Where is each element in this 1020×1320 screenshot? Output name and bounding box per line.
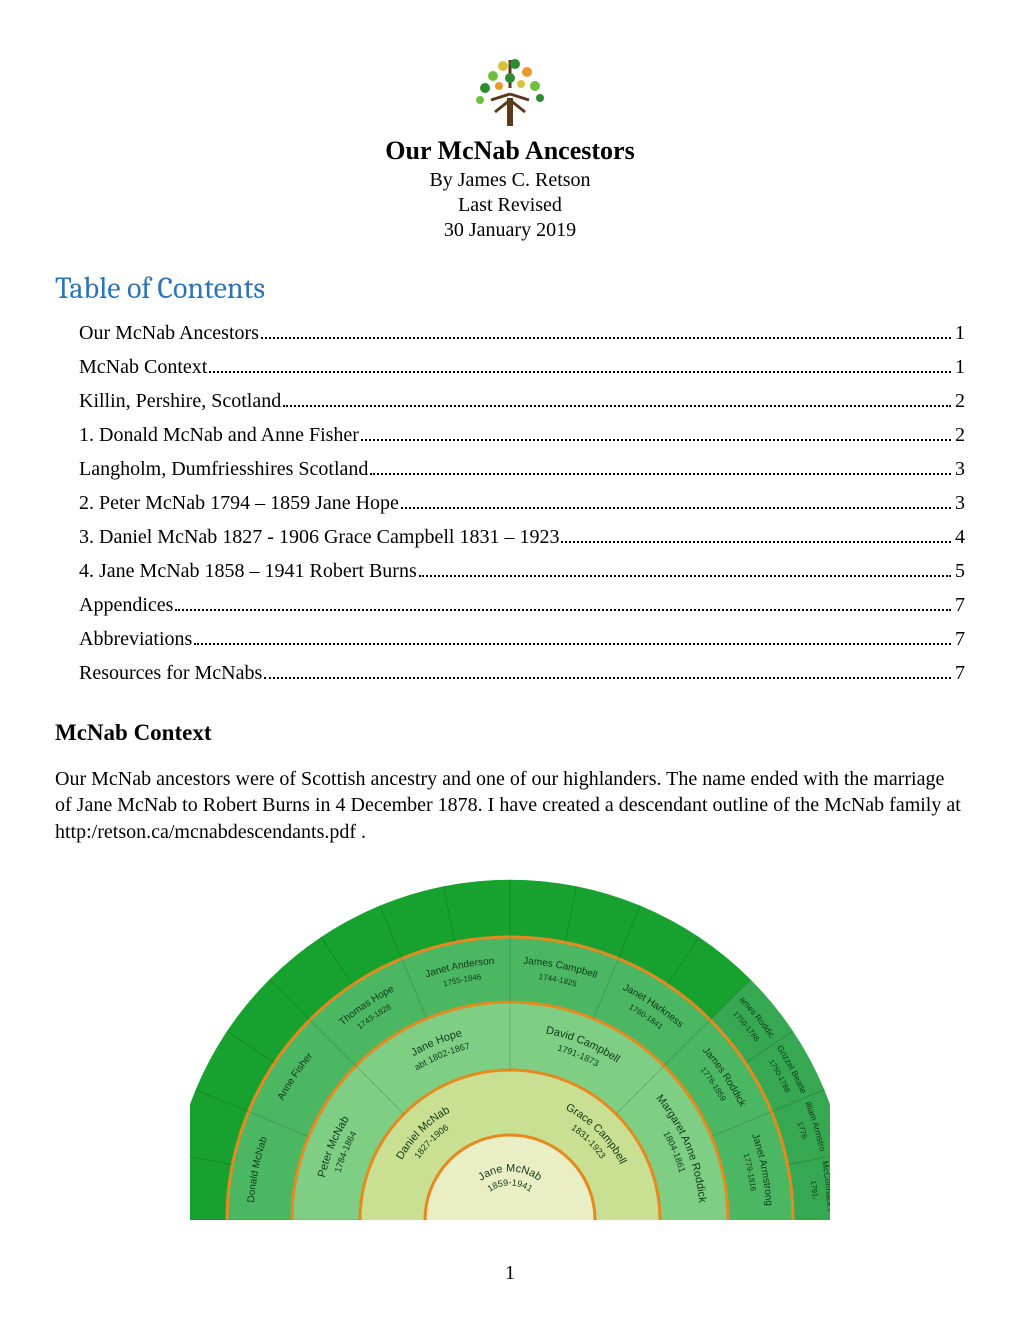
- toc-label: Killin, Pershire, Scotland: [79, 384, 281, 418]
- revised-label: Last Revised: [55, 193, 965, 218]
- toc-label: McNab Context: [79, 350, 207, 384]
- tree-icon: [465, 50, 555, 128]
- toc-label: Abbreviations: [79, 622, 192, 656]
- toc-page: 2: [955, 418, 965, 452]
- toc-leader-dots: [175, 595, 951, 611]
- toc-page: 3: [955, 486, 965, 520]
- toc-leader-dots: [561, 527, 951, 543]
- toc-label: 2. Peter McNab 1794 – 1859 Jane Hope: [79, 486, 399, 520]
- toc-page: 7: [955, 656, 965, 690]
- revised-date: 30 January 2019: [55, 218, 965, 243]
- toc-entry[interactable]: 4. Jane McNab 1858 – 1941 Robert Burns 5: [79, 554, 965, 588]
- toc-label: 1. Donald McNab and Anne Fisher: [79, 418, 359, 452]
- document-header: Our McNab Ancestors By James C. Retson L…: [55, 50, 965, 243]
- toc-entry[interactable]: Killin, Pershire, Scotland 2: [79, 384, 965, 418]
- toc-leader-dots: [209, 357, 951, 373]
- byline: By James C. Retson: [55, 168, 965, 193]
- toc-entry[interactable]: Resources for McNabs 7: [79, 656, 965, 690]
- toc-page: 1: [955, 350, 965, 384]
- toc-leader-dots: [194, 629, 951, 645]
- toc-page: 3: [955, 452, 965, 486]
- toc-page: 7: [955, 622, 965, 656]
- toc-page: 2: [955, 384, 965, 418]
- toc-label: 4. Jane McNab 1858 – 1941 Robert Burns: [79, 554, 417, 588]
- toc-label: Appendices: [79, 588, 173, 622]
- toc-label: Langholm, Dumfriesshires Scotland: [79, 452, 368, 486]
- toc-entry[interactable]: Langholm, Dumfriesshires Scotland 3: [79, 452, 965, 486]
- toc-entry[interactable]: 1. Donald McNab and Anne Fisher 2: [79, 418, 965, 452]
- fan-chart-container: Jane McNab1859-1941Daniel McNab1827-1906…: [55, 875, 965, 1225]
- toc-leader-dots: [264, 663, 951, 679]
- toc-leader-dots: [361, 425, 951, 441]
- body-paragraph: Our McNab ancestors were of Scottish anc…: [55, 766, 965, 845]
- toc-entry[interactable]: McNab Context 1: [79, 350, 965, 384]
- fan-chart: Jane McNab1859-1941Daniel McNab1827-1906…: [190, 875, 830, 1220]
- page-title: Our McNab Ancestors: [55, 136, 965, 166]
- toc-label: 3. Daniel McNab 1827 - 1906 Grace Campbe…: [79, 520, 559, 554]
- toc-leader-dots: [370, 459, 951, 475]
- page-number: 1: [0, 1262, 1020, 1285]
- toc-page: 5: [955, 554, 965, 588]
- toc-label: Resources for McNabs: [79, 656, 262, 690]
- table-of-contents: Our McNab Ancestors1McNab Context1Killin…: [79, 316, 965, 690]
- toc-leader-dots: [401, 493, 951, 509]
- toc-entry[interactable]: 3. Daniel McNab 1827 - 1906 Grace Campbe…: [79, 520, 965, 554]
- toc-entry[interactable]: 2. Peter McNab 1794 – 1859 Jane Hope 3: [79, 486, 965, 520]
- toc-label: Our McNab Ancestors: [79, 316, 259, 350]
- toc-leader-dots: [283, 391, 951, 407]
- section-heading: McNab Context: [55, 720, 965, 746]
- toc-page: 1: [955, 316, 965, 350]
- toc-leader-dots: [419, 561, 951, 577]
- toc-page: 7: [955, 588, 965, 622]
- toc-leader-dots: [261, 323, 951, 339]
- toc-page: 4: [955, 520, 965, 554]
- toc-heading: Table of Contents: [55, 271, 965, 306]
- toc-entry[interactable]: Abbreviations 7: [79, 622, 965, 656]
- toc-entry[interactable]: Our McNab Ancestors 1: [79, 316, 965, 350]
- toc-entry[interactable]: Appendices 7: [79, 588, 965, 622]
